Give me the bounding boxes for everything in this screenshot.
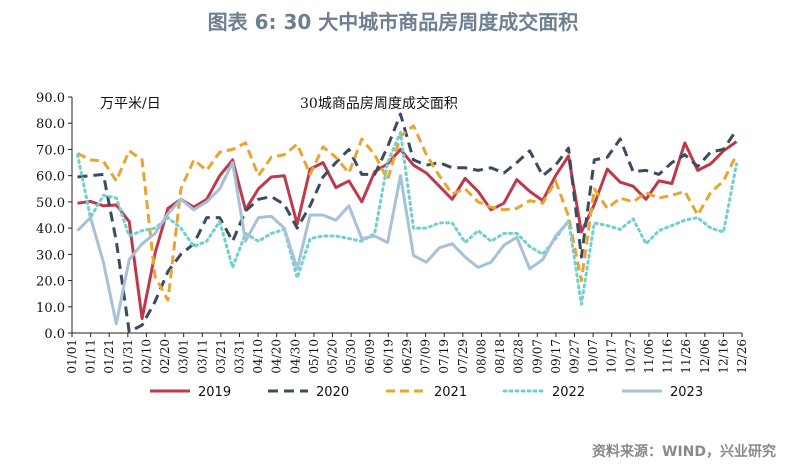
y-axis-label: 万平米/日 (100, 96, 161, 112)
x-tick-label: 06/09 (363, 339, 377, 374)
y-tick-label: 0.0 (44, 327, 65, 342)
legend-label-2023: 2023 (670, 385, 703, 400)
x-tick-label: 07/29 (456, 339, 470, 374)
x-tick-label: 08/18 (493, 339, 507, 374)
x-tick-label: 11/16 (661, 339, 675, 374)
x-tick-label: 11/26 (679, 339, 693, 374)
y-tick-label: 40.0 (36, 222, 65, 237)
figure-title: 图表 6: 30 大中城市商品房周度成交面积 (207, 10, 579, 34)
x-tick-label: 10/27 (623, 339, 637, 374)
x-tick-label: 01/31 (121, 339, 135, 374)
series-line-2023 (76, 161, 570, 326)
x-tick-label: 04/30 (288, 339, 302, 374)
x-tick-label: 02/10 (139, 339, 153, 374)
series-line-2020 (77, 112, 738, 334)
y-tick-label: 10.0 (36, 301, 65, 316)
y-tick-label: 60.0 (36, 170, 65, 185)
x-tick-label: 09/27 (568, 339, 582, 374)
x-tick-label: 05/30 (344, 339, 358, 374)
x-tick-label: 01/11 (84, 339, 98, 374)
x-tick-label: 09/17 (549, 339, 563, 374)
y-tick-label: 50.0 (36, 196, 65, 211)
x-tick-label: 06/29 (400, 339, 414, 374)
series-line-2021 (76, 124, 738, 302)
x-tick-label: 10/17 (605, 339, 619, 374)
x-tick-label: 07/09 (419, 339, 433, 374)
x-tick-label: 01/01 (65, 339, 79, 374)
x-tick-label: 03/21 (214, 339, 228, 374)
y-tick-label: 80.0 (36, 117, 65, 132)
x-tick-label: 03/11 (195, 339, 209, 374)
x-tick-label: 03/31 (233, 339, 247, 374)
x-tick-label: 09/07 (530, 339, 544, 374)
x-tick-label: 12/26 (735, 339, 749, 374)
y-tick-label: 90.0 (36, 91, 65, 106)
x-tick-label: 04/20 (270, 339, 284, 374)
y-tick-label: 30.0 (36, 248, 65, 263)
chart-legend: 2019 2020 2021 2022 2023 (150, 385, 703, 400)
y-tick-label: 20.0 (36, 275, 65, 290)
x-tick-label: 12/16 (716, 339, 730, 374)
x-tick-label: 06/19 (381, 339, 395, 374)
x-tick-label: 05/10 (307, 339, 321, 374)
chart-title: 30城商品房周度成交面积 (300, 95, 458, 112)
x-tick-label: 12/06 (698, 339, 712, 374)
x-tick-label: 07/19 (437, 339, 451, 374)
x-tick-label: 01/21 (102, 339, 116, 374)
chart-series-lines (76, 112, 738, 334)
x-tick-label: 08/08 (474, 339, 488, 374)
x-tick-label: 02/20 (158, 339, 172, 374)
x-tick-label: 03/01 (177, 339, 191, 374)
x-tick-label: 11/06 (642, 339, 656, 374)
legend-label-2021: 2021 (434, 385, 467, 400)
x-tick-label: 05/20 (326, 339, 340, 374)
legend-label-2022: 2022 (552, 385, 585, 400)
source-note: 资料来源：WIND，兴业研究 (592, 444, 776, 460)
chart-axes: 0.0 10.0 20.0 30.0 40.0 50.0 60.0 70.0 80.0 90.0 0… (36, 91, 749, 374)
x-tick-label: 08/28 (512, 339, 526, 374)
x-tick-label: 10/07 (586, 339, 600, 374)
y-tick-label: 70.0 (36, 143, 65, 158)
x-tick-label: 04/10 (251, 339, 265, 374)
legend-label-2020: 2020 (316, 385, 349, 400)
series-line-2022 (76, 130, 738, 306)
legend-label-2019: 2019 (198, 385, 231, 400)
